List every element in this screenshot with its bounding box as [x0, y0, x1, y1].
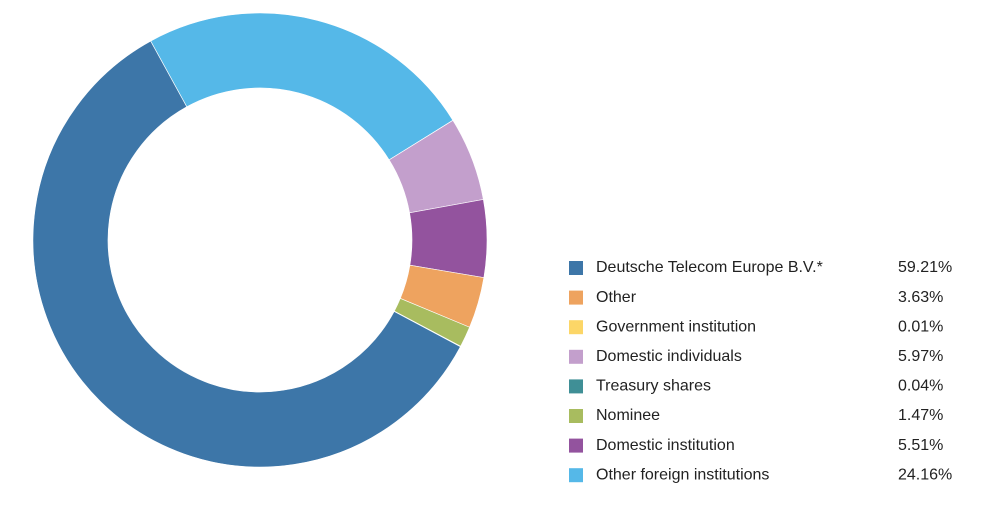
legend-swatch	[569, 290, 583, 305]
legend-value: 0.01%	[898, 318, 943, 335]
legend-swatch	[569, 409, 583, 423]
legend-label: Treasury shares	[596, 378, 711, 395]
legend-value: 0.04%	[898, 378, 943, 395]
legend-swatch	[569, 438, 583, 453]
legend-swatch	[569, 468, 583, 483]
legend-swatch	[569, 261, 583, 275]
legend-label: Government institution	[596, 318, 756, 335]
legend-value: 59.21%	[898, 259, 952, 276]
legend-swatch	[569, 320, 583, 335]
legend-value: 3.63%	[898, 289, 943, 306]
legend-label: Deutsche Telecom Europe B.V.*	[596, 259, 823, 276]
legend-label: Nominee	[596, 407, 660, 424]
donut-segment	[32, 40, 461, 468]
legend-label: Other foreign institutions	[596, 466, 769, 483]
donut-segment	[409, 199, 488, 278]
legend-value: 1.47%	[898, 407, 943, 424]
legend-value: 5.97%	[898, 348, 943, 365]
legend-label: Domestic institution	[596, 437, 735, 454]
legend-swatch	[569, 349, 583, 364]
legend-value: 5.51%	[898, 437, 943, 454]
legend-swatch	[569, 379, 583, 394]
legend-value: 24.16%	[898, 466, 952, 483]
legend-label: Other	[596, 289, 637, 306]
legend-label: Domestic individuals	[596, 348, 742, 365]
donut-segment	[150, 12, 454, 161]
